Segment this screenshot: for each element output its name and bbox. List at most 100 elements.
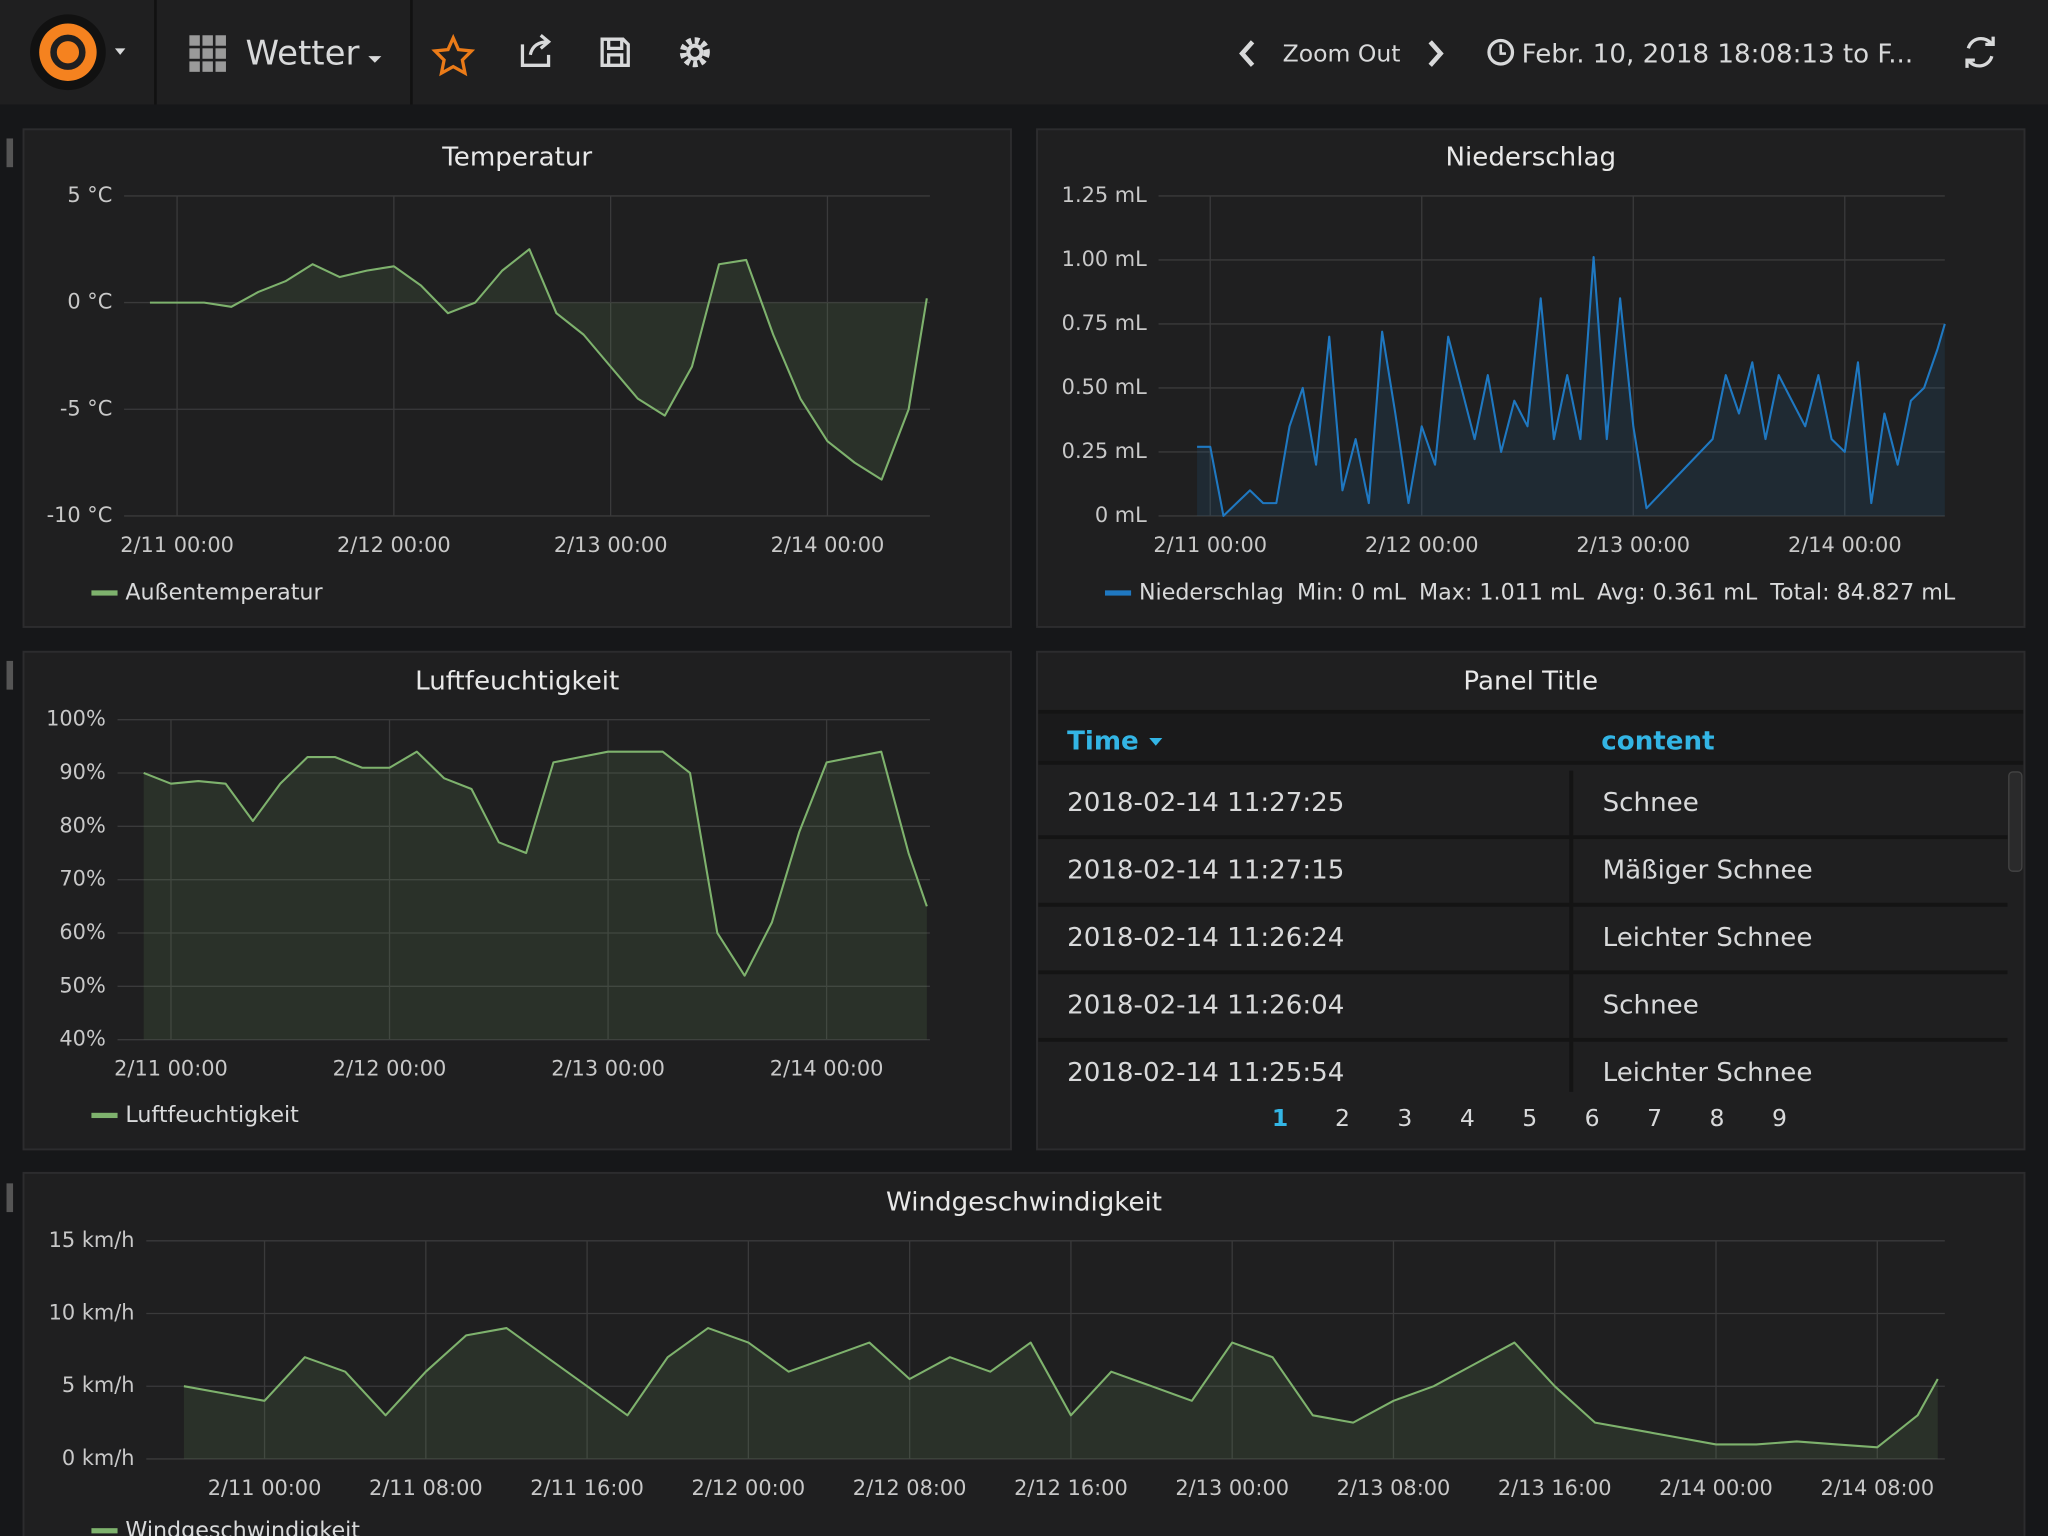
logo-swirl — [50, 34, 86, 70]
table-cell: Schnee — [1603, 788, 1699, 818]
scrollbar — [2008, 771, 2023, 872]
line — [183, 1327, 1939, 1449]
navbar — [0, 0, 2048, 105]
legend-swatch — [91, 1112, 118, 1119]
y-tick-label: 0.75 mL — [1062, 311, 1147, 335]
x-tick-label: 2/12 00:00 — [1365, 533, 1479, 557]
line — [1197, 256, 1946, 517]
y-tick-label: 80% — [59, 813, 105, 837]
time-picker[interactable]: Febr. 10, 2018 18:08:13 to F... — [1487, 38, 1914, 69]
y-tick-label: 70% — [59, 867, 105, 891]
column-header[interactable]: Time — [1067, 726, 1139, 756]
table-cell: Schnee — [1603, 990, 1699, 1020]
share-button[interactable] — [520, 34, 552, 67]
x-tick-label: 2/13 08:00 — [1337, 1476, 1451, 1500]
legend-label[interactable]: Niederschlag — [1139, 579, 1284, 605]
x-tick-label: 2/11 00:00 — [208, 1476, 322, 1500]
time-range: Febr. 10, 2018 18:08:13 to F... — [1522, 39, 1914, 69]
y-tick-label: 5 °C — [67, 183, 112, 207]
x-tick-label: 2/11 08:00 — [369, 1476, 483, 1500]
table-cell: Leichter Schnee — [1603, 923, 1813, 953]
row-handles — [6, 138, 14, 1213]
panel — [22, 1171, 2026, 1536]
page-link[interactable]: 2 — [1335, 1104, 1350, 1132]
forward-button[interactable] — [1428, 40, 1444, 67]
chart-title: Niederschlag — [1445, 143, 1616, 173]
legend-stat: Min: 0 mL — [1297, 579, 1407, 605]
legend-stat: Max: 1.011 mL — [1419, 579, 1585, 605]
x-tick-label: 2/14 08:00 — [1820, 1476, 1934, 1500]
zoom-out[interactable]: Zoom Out — [1283, 39, 1401, 67]
x-tick-label: 2/11 00:00 — [120, 533, 234, 557]
y-tick-label: 1.00 mL — [1062, 247, 1147, 271]
legend-swatch — [91, 590, 118, 596]
area — [1197, 257, 1945, 516]
legend-label[interactable]: Außentemperatur — [125, 579, 323, 605]
page-link[interactable]: 9 — [1772, 1104, 1787, 1132]
x-tick-label: 2/13 00:00 — [551, 1057, 665, 1081]
caret — [368, 56, 382, 63]
y-tick-label: -10 °C — [47, 503, 113, 527]
y-tick-label: 1.25 mL — [1062, 183, 1147, 207]
x-tick-label: 2/14 00:00 — [771, 533, 885, 557]
chart-title: Temperatur — [441, 143, 592, 173]
y-tick-label: 100% — [46, 707, 106, 731]
page-link[interactable]: 6 — [1585, 1104, 1600, 1132]
x-tick-label: 2/12 00:00 — [337, 533, 451, 557]
y-tick-label: 5 km/h — [62, 1373, 135, 1397]
table-cell: Mäßiger Schnee — [1603, 855, 1813, 885]
panel-title: Panel Title — [1463, 666, 1598, 696]
legend-label[interactable]: Windgeschwindigkeit — [125, 1517, 360, 1536]
table-cell: 2018-02-14 11:27:25 — [1067, 788, 1344, 818]
caret — [114, 48, 126, 55]
legend-swatch — [1104, 590, 1132, 596]
panel — [22, 650, 1012, 1151]
chart-title: Luftfeuchtigkeit — [415, 666, 619, 696]
line — [149, 248, 928, 481]
table-cell: 2018-02-14 11:26:24 — [1067, 923, 1344, 953]
x-tick-label: 2/13 00:00 — [1576, 533, 1690, 557]
page-link[interactable]: 8 — [1710, 1104, 1725, 1132]
page-link[interactable]: 1 — [1272, 1104, 1288, 1132]
save-button[interactable] — [600, 37, 630, 67]
clock-hands — [1499, 44, 1506, 55]
refresh-button[interactable] — [1965, 36, 1995, 68]
y-tick-label: -5 °C — [60, 396, 112, 420]
gear-hub — [686, 43, 704, 61]
clock-icon — [1487, 38, 1515, 66]
legend-label[interactable]: Luftfeuchtigkeit — [125, 1102, 299, 1128]
panel — [22, 128, 1012, 628]
x-tick-label: 2/13 16:00 — [1498, 1476, 1612, 1500]
table-header-bg — [1038, 711, 2024, 763]
y-tick-label: 40% — [59, 1027, 105, 1051]
column-header[interactable]: content — [1601, 726, 1714, 756]
x-tick-label: 2/12 08:00 — [853, 1476, 967, 1500]
y-tick-label: 90% — [59, 760, 105, 784]
x-tick-label: 2/14 00:00 — [1788, 533, 1902, 557]
x-tick-label: 2/11 16:00 — [530, 1476, 644, 1500]
x-tick-label: 2/12 00:00 — [333, 1057, 447, 1081]
area — [143, 751, 927, 1040]
y-tick-label: 0 km/h — [62, 1446, 135, 1470]
dashboard-title: Wetter — [246, 33, 360, 73]
x-tick-label: 2/11 00:00 — [114, 1057, 228, 1081]
grafana-logo[interactable] — [30, 14, 126, 91]
x-tick-label: 2/14 00:00 — [1659, 1476, 1773, 1500]
page-link[interactable]: 4 — [1460, 1104, 1475, 1132]
page-link[interactable]: 5 — [1522, 1104, 1537, 1132]
star-button[interactable] — [431, 33, 476, 77]
table-cell: 2018-02-14 11:26:04 — [1067, 990, 1344, 1020]
back-button[interactable] — [1239, 40, 1255, 67]
dashboard-picker[interactable]: Wetter — [189, 33, 382, 73]
settings-button[interactable] — [679, 37, 710, 68]
x-tick-label: 2/11 00:00 — [1153, 533, 1267, 557]
y-tick-label: 50% — [59, 973, 105, 997]
line — [143, 750, 928, 977]
legend-swatch — [91, 1528, 118, 1534]
page-link[interactable]: 3 — [1397, 1104, 1412, 1132]
page-link[interactable]: 7 — [1647, 1104, 1662, 1132]
y-tick-label: 10 km/h — [49, 1301, 135, 1325]
logo — [39, 23, 97, 81]
x-tick-label: 2/13 00:00 — [554, 533, 668, 557]
sort-caret — [1149, 737, 1163, 746]
